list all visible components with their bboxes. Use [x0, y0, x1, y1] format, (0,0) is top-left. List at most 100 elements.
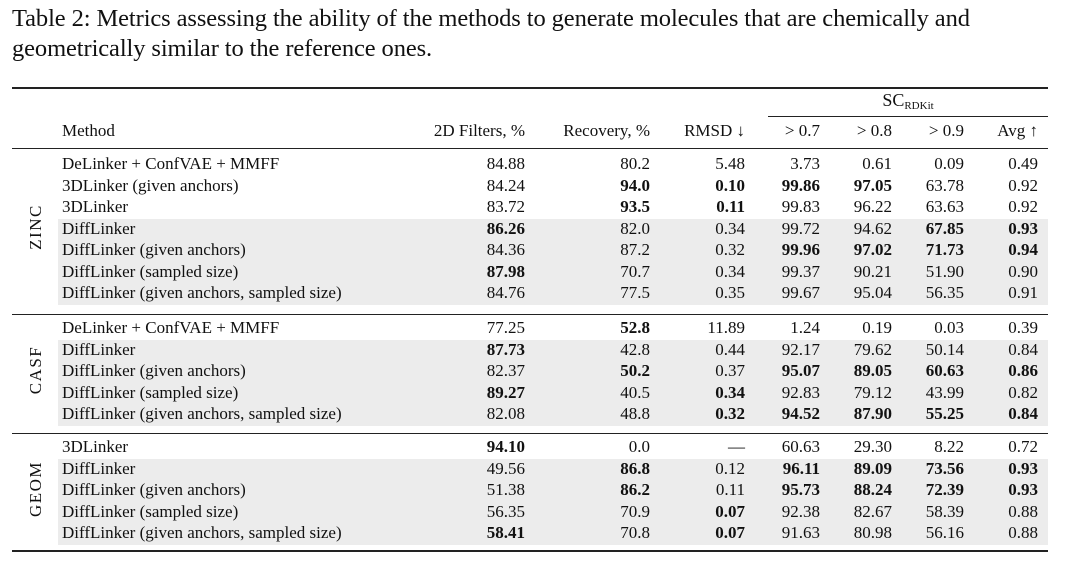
header-sc-gt-08: > 0.8: [856, 121, 892, 140]
header-sc-avg: Avg ↑: [997, 121, 1038, 140]
value-cell-avg: 0.90: [1008, 261, 1038, 281]
value-cell-gt09: 56.16: [925, 523, 964, 542]
value-cell-gt07: 60.63: [781, 437, 820, 456]
header-sc-gt-09: > 0.9: [928, 121, 964, 140]
method-cell: DiffLinker: [62, 339, 136, 359]
value-cell-gt07: 1.24: [790, 318, 820, 337]
value-cell-recovery: 93.5: [620, 197, 650, 216]
value-cell-gt09: 63.78: [925, 175, 964, 195]
value-cell-gt07: 95.73: [781, 480, 820, 499]
value-cell-recovery: 82.0: [620, 218, 650, 238]
value-cell-avg: 0.93: [1008, 218, 1038, 238]
method-cell: DeLinker + ConfVAE + MMFF: [62, 318, 280, 337]
value-cell-rmsd: 0.32: [715, 240, 745, 259]
value-cell-gt07: 94.52: [781, 404, 820, 423]
value-cell-gt09: 72.39: [925, 480, 964, 499]
table-top-rule: [12, 87, 1048, 89]
method-cell: DiffLinker (sampled size): [62, 501, 239, 521]
method-cell: DiffLinker (given anchors, sampled size): [62, 523, 342, 542]
value-cell-avg: 0.91: [1008, 283, 1038, 302]
group-label-zinc: ZINC: [26, 204, 45, 251]
method-cell: DeLinker + ConfVAE + MMFF: [62, 154, 280, 173]
value-cell-filters: 87.98: [486, 261, 525, 281]
value-cell-gt09: 71.73: [925, 240, 964, 259]
value-cell-recovery: 70.8: [620, 523, 650, 542]
method-cell: DiffLinker (given anchors): [62, 361, 246, 380]
value-cell-recovery: 70.9: [620, 501, 650, 521]
value-cell-recovery: 80.2: [620, 154, 650, 173]
value-cell-gt09: 58.39: [925, 501, 964, 521]
value-cell-gt08: 96.22: [853, 197, 892, 216]
value-cell-filters: 89.27: [486, 382, 525, 402]
value-cell-gt08: 0.19: [862, 318, 892, 337]
value-cell-gt08: 29.30: [853, 437, 892, 456]
value-cell-avg: 0.49: [1008, 154, 1038, 173]
method-cell: DiffLinker: [62, 218, 136, 238]
value-cell-rmsd: 11.89: [707, 318, 745, 337]
value-cell-rmsd: 0.07: [715, 501, 745, 521]
value-cell-filters: 84.24: [486, 175, 525, 195]
value-cell-gt07: 91.63: [781, 523, 820, 542]
value-cell-avg: 0.94: [1008, 240, 1038, 259]
value-cell-avg: 0.88: [1008, 523, 1038, 542]
sc-group-subscript: RDKit: [904, 100, 934, 112]
value-cell-rmsd: 0.34: [715, 261, 745, 281]
value-cell-rmsd: 0.44: [715, 339, 745, 359]
value-cell-recovery: 77.5: [620, 283, 650, 302]
value-cell-avg: 0.88: [1008, 501, 1038, 521]
value-cell-recovery: 86.2: [620, 480, 650, 499]
value-cell-filters: 86.26: [486, 218, 525, 238]
value-cell-gt07: 95.07: [781, 361, 820, 380]
header-sc-gt-07: > 0.7: [784, 121, 820, 140]
value-cell-gt09: 60.63: [925, 361, 964, 380]
value-cell-gt09: 0.03: [934, 318, 964, 337]
value-cell-gt07: 99.37: [781, 261, 820, 281]
value-cell-filters: 84.36: [486, 240, 525, 259]
group-separator-rule: [12, 433, 1048, 434]
method-cell: DiffLinker (given anchors, sampled size): [62, 404, 342, 423]
method-cell: 3DLinker: [62, 437, 129, 456]
value-cell-gt09: 8.22: [934, 437, 964, 456]
value-cell-recovery: 42.8: [620, 339, 650, 359]
value-cell-avg: 0.92: [1008, 197, 1038, 216]
table-bottom-rule: [12, 550, 1048, 552]
value-cell-rmsd: 0.37: [715, 361, 745, 380]
value-cell-gt07: 99.67: [781, 283, 820, 302]
method-cell: DiffLinker (given anchors, sampled size): [62, 283, 342, 302]
value-cell-avg: 0.84: [1008, 404, 1038, 423]
value-cell-rmsd: 0.11: [715, 480, 745, 499]
value-cell-gt09: 43.99: [925, 382, 964, 402]
value-cell-gt08: 97.02: [853, 240, 892, 259]
value-cell-recovery: 86.8: [620, 458, 650, 478]
value-cell-gt08: 89.09: [853, 458, 892, 478]
value-cell-rmsd: 5.48: [715, 154, 745, 173]
value-cell-gt08: 95.04: [853, 283, 892, 302]
value-cell-filters: 94.10: [486, 437, 525, 456]
value-cell-gt08: 87.90: [853, 404, 892, 423]
value-cell-filters: 49.56: [486, 458, 525, 478]
value-cell-recovery: 40.5: [620, 382, 650, 402]
value-cell-gt08: 97.05: [853, 175, 892, 195]
header-2d-filters: 2D Filters, %: [433, 121, 525, 140]
method-cell: DiffLinker (given anchors): [62, 240, 246, 259]
value-cell-avg: 0.93: [1008, 458, 1038, 478]
value-cell-gt09: 73.56: [925, 458, 964, 478]
value-cell-rmsd: 0.35: [715, 283, 745, 302]
value-cell-recovery: 48.8: [620, 404, 650, 423]
value-cell-rmsd: 0.12: [715, 458, 745, 478]
value-cell-rmsd: 0.34: [715, 218, 745, 238]
value-cell-recovery: 50.2: [620, 361, 650, 380]
table-caption: Table 2: Metrics assessing the ability o…: [12, 5, 970, 62]
value-cell-rmsd: —: [728, 437, 745, 456]
value-cell-filters: 51.38: [486, 480, 525, 499]
value-cell-avg: 0.86: [1008, 361, 1038, 380]
value-cell-gt07: 92.17: [781, 339, 820, 359]
value-cell-avg: 0.72: [1008, 437, 1038, 456]
value-cell-recovery: 0.0: [628, 437, 650, 456]
value-cell-recovery: 94.0: [620, 175, 650, 195]
value-cell-gt09: 63.63: [925, 197, 964, 216]
value-cell-gt08: 82.67: [853, 501, 892, 521]
value-cell-gt09: 50.14: [925, 339, 964, 359]
method-cell: DiffLinker (given anchors): [62, 480, 246, 499]
